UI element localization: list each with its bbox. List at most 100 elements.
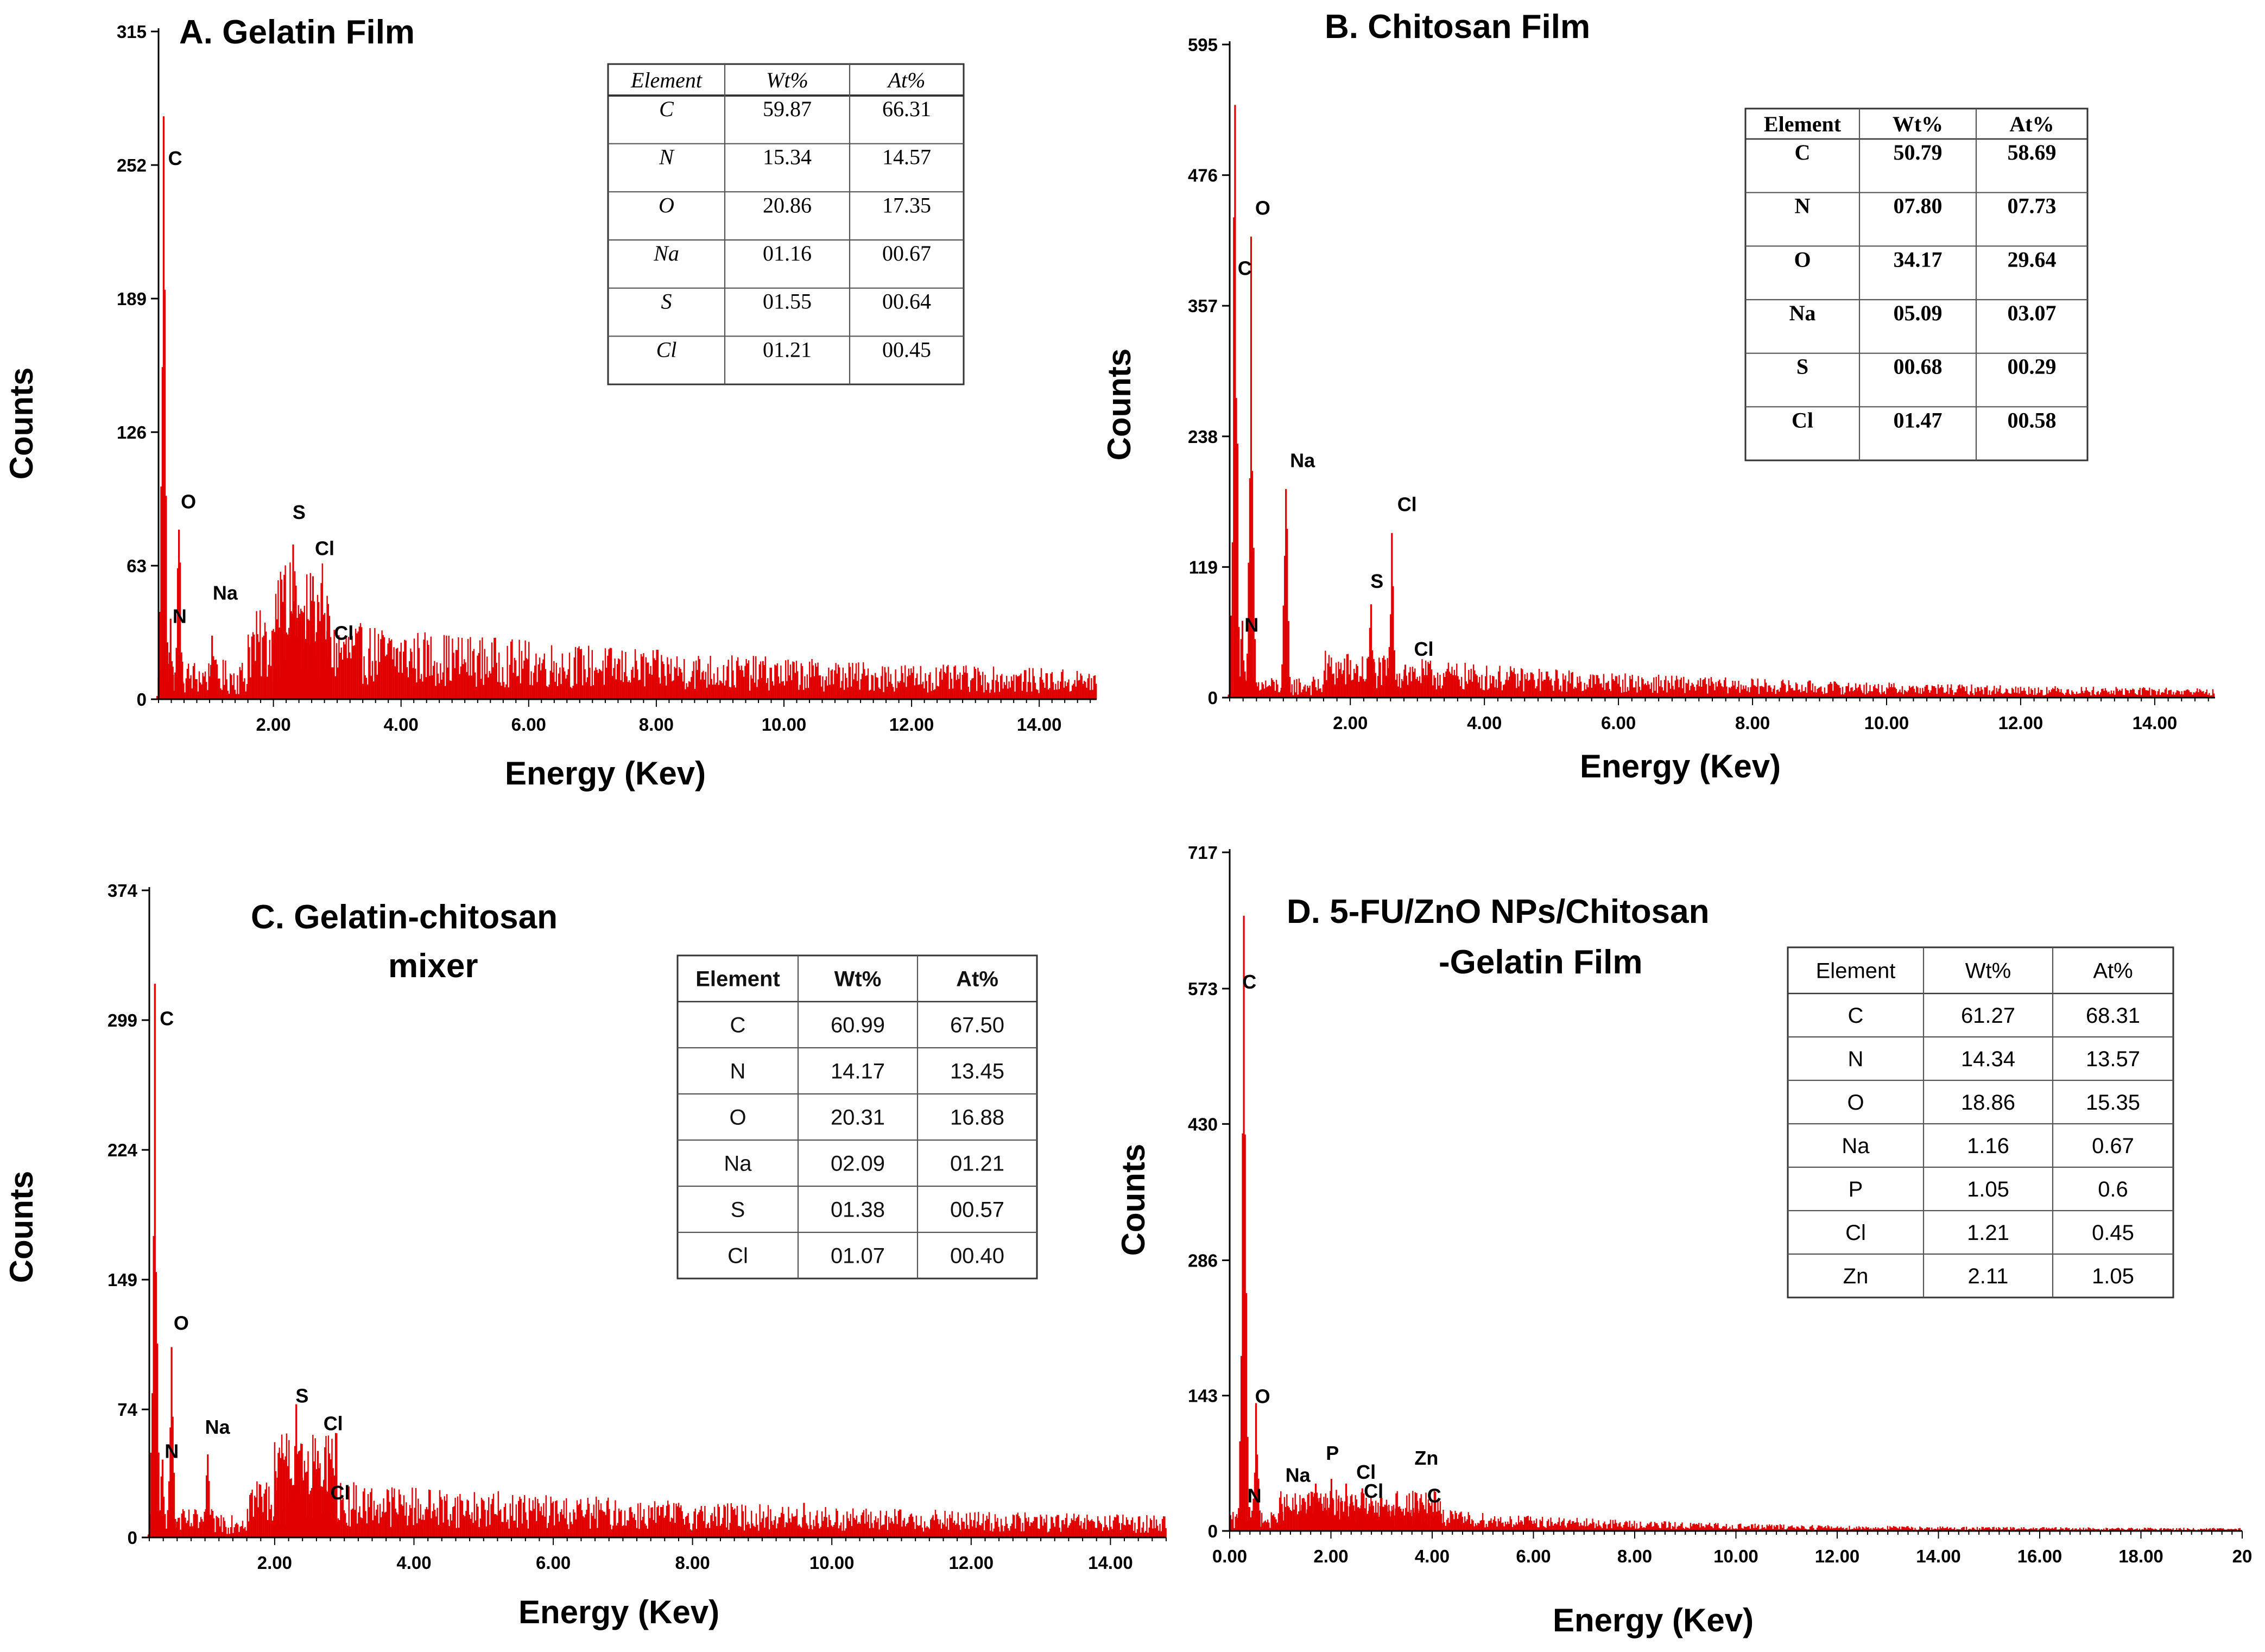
- x-axis-title: Energy (Kev): [505, 755, 706, 792]
- table-header: Element: [1764, 112, 1842, 136]
- composition-table: Element Wt% At% C 59.87 66.31 N 15.34 14.57 O 20.8…: [607, 63, 965, 385]
- peak-label: C: [168, 147, 182, 169]
- table-cell: S: [661, 289, 672, 314]
- table-cell: 59.87: [763, 97, 812, 121]
- x-tick-label: 12.00: [889, 714, 934, 735]
- x-tick-label: 4.00: [1415, 1546, 1450, 1566]
- peak-label: C: [1427, 1485, 1441, 1507]
- table-cell: 02.09: [831, 1152, 885, 1176]
- table-frame: [676, 954, 1038, 1280]
- peak-label: Na: [1286, 1464, 1311, 1486]
- y-tick-label: 252: [117, 155, 147, 175]
- table-cell: O: [1794, 247, 1811, 271]
- y-tick-label: 315: [117, 22, 147, 42]
- table-header: Wt%: [834, 967, 882, 991]
- x-tick-label: 14.00: [1017, 714, 1062, 735]
- y-tick-label: 476: [1188, 166, 1218, 186]
- x-tick-label: 14.00: [1088, 1553, 1133, 1573]
- peak-label: N: [173, 605, 187, 627]
- table-frame: [607, 63, 965, 385]
- x-tick-label: 4.00: [384, 714, 419, 735]
- peak-label: Na: [213, 582, 238, 604]
- x-tick-label: 8.00: [639, 714, 674, 735]
- y-tick-label: 374: [107, 881, 138, 901]
- table-cell: 1.16: [1967, 1134, 2009, 1158]
- table-cell: Na: [1842, 1134, 1870, 1158]
- peak-label: C: [1242, 971, 1256, 993]
- y-tick-label: 357: [1188, 296, 1218, 316]
- y-tick-label: 119: [1189, 557, 1218, 577]
- x-tick-label: 0.00: [1212, 1546, 1247, 1566]
- table-cell: N: [659, 145, 675, 169]
- table-cell: 16.88: [950, 1106, 1004, 1130]
- spectrum-a: [156, 116, 1097, 699]
- table-cell: Cl: [727, 1244, 748, 1268]
- table-header: Element: [1816, 959, 1896, 983]
- table-cell: 05.09: [1894, 301, 1943, 325]
- y-axis-title: Counts: [1101, 349, 1137, 461]
- table-cell: 14.34: [1961, 1047, 2015, 1071]
- spectrum-c: [147, 984, 1167, 1537]
- peak-label: C: [160, 1008, 174, 1030]
- x-tick-label: 2.00: [1333, 713, 1368, 733]
- table-frame: [1744, 107, 2089, 461]
- table-cell: 13.57: [2086, 1047, 2140, 1071]
- y-tick-label: 286: [1188, 1250, 1218, 1270]
- x-tick-label: 12.00: [1998, 713, 2043, 733]
- y-tick-label: 63: [126, 556, 147, 576]
- table-cell: Na: [653, 241, 679, 265]
- peak-label: S: [295, 1384, 308, 1407]
- y-tick-label: 126: [117, 422, 147, 442]
- table-header: Wt%: [1893, 112, 1943, 136]
- table-cell: 00.57: [950, 1198, 1004, 1222]
- table-cell: 61.27: [1961, 1004, 2015, 1028]
- table-cell: Na: [724, 1152, 752, 1176]
- table-cell: 01.07: [831, 1244, 885, 1268]
- y-tick-label: 595: [1188, 35, 1218, 55]
- x-tick-label: 10.00: [762, 714, 807, 735]
- table-cell: 01.47: [1894, 408, 1943, 432]
- peak-label: O: [1255, 197, 1270, 219]
- table-cell: 14.17: [831, 1060, 885, 1084]
- peak-label: N: [165, 1440, 179, 1462]
- table-cell: 00.40: [950, 1244, 1004, 1268]
- panel-title-line: mixer: [388, 947, 478, 985]
- table-cell: Cl: [1845, 1221, 1866, 1245]
- table-header: Wt%: [766, 68, 808, 92]
- y-tick-label: 224: [107, 1140, 138, 1160]
- peak-label: S: [293, 501, 306, 523]
- peak-label: Cl: [1397, 493, 1417, 515]
- table-cell: 68.31: [2086, 1004, 2140, 1028]
- panel-title: A. Gelatin Film: [179, 14, 415, 51]
- x-tick-label: 12.00: [949, 1553, 994, 1573]
- table-cell: C: [730, 1014, 746, 1037]
- table-cell: 07.73: [2008, 194, 2057, 218]
- table-cell: O: [729, 1106, 746, 1130]
- y-tick-label: 0: [1208, 688, 1218, 708]
- table-cell: 01.55: [763, 289, 812, 314]
- table-cell: 20.31: [831, 1106, 885, 1130]
- table-cell: 29.64: [2008, 247, 2057, 271]
- panel-c: 0 74 149 224 299 374 2.00 4.00 6.00 8.00 10.00 12.0…: [3, 881, 1167, 1630]
- table-cell: 13.45: [950, 1060, 1004, 1084]
- peak-label: O: [1255, 1385, 1270, 1408]
- y-axis-title: Counts: [3, 368, 40, 480]
- panel-b: 0 119 238 357 476 595 2.00 4.00 6.00 8.00 10.00 12.…: [1101, 8, 2215, 784]
- x-tick-label: 8.00: [1617, 1546, 1652, 1566]
- table-cell: N: [1848, 1047, 1864, 1071]
- table-cell: 2.11: [1968, 1264, 2009, 1288]
- table-cell: 0.6: [2098, 1178, 2128, 1201]
- y-tick-label: 717: [1188, 843, 1218, 863]
- table-frame: [1787, 946, 2174, 1299]
- peak-label: Na: [1290, 449, 1315, 471]
- x-tick-label: 20: [2232, 1546, 2253, 1566]
- table-header: At%: [2009, 112, 2054, 136]
- table-cell: 60.99: [831, 1014, 885, 1037]
- composition-table: Element Wt% At% C 60.99 67.50 N 14.17 13.45 O 20.3…: [676, 954, 1038, 1280]
- panel-title-line: -Gelatin Film: [1439, 944, 1642, 981]
- table-cell: 00.45: [882, 337, 931, 362]
- y-axis-title: Counts: [3, 1171, 40, 1283]
- y-tick-label: 149: [107, 1270, 137, 1290]
- table-cell: P: [1849, 1178, 1863, 1201]
